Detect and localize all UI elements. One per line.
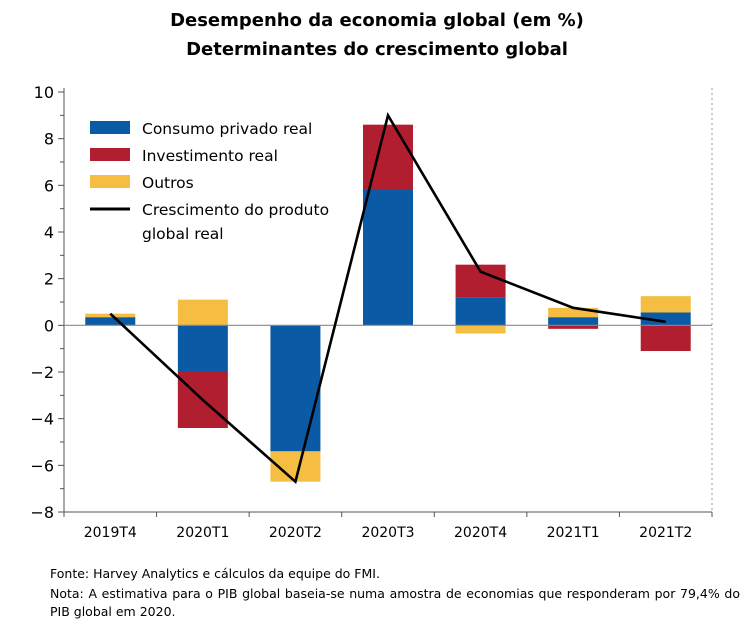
chart-title: Desempenho da economia global (em %): [170, 10, 584, 31]
legend-label: Crescimento do produto: [142, 201, 329, 219]
bar-segment: [548, 317, 599, 326]
y-tick-label: 10: [34, 83, 54, 102]
bar-segment: [640, 312, 691, 326]
x-tick-label: 2020T3: [361, 525, 414, 541]
bar-segment: [640, 325, 691, 351]
y-tick-label: −2: [30, 363, 54, 382]
bar-segment: [455, 297, 506, 326]
bar-segment: [270, 325, 321, 452]
legend-swatch: [90, 121, 130, 134]
bar-segment: [177, 325, 228, 372]
source-note: Fonte: Harvey Analytics e cálculos da eq…: [50, 566, 380, 581]
legend-label: Outros: [142, 174, 194, 192]
legend-swatch: [90, 175, 130, 188]
x-tick-label: 2021T2: [639, 525, 692, 541]
bar-segment: [455, 325, 506, 334]
chart-subtitle: Determinantes do crescimento global: [186, 39, 568, 60]
y-tick-label: 6: [44, 176, 54, 195]
y-tick-label: −4: [30, 410, 54, 429]
y-tick-label: 8: [44, 130, 54, 149]
bar-segment: [363, 190, 413, 326]
bar-segment: [548, 307, 599, 318]
x-tick-label: 2019T4: [84, 525, 137, 541]
footnote-note: Nota: A estimativa para o PIB global bas…: [50, 586, 740, 619]
chart-area: −8 −6 −4 −2 0 2 4 6 8 10 2019T4 2020T1 2020T2 2020T3 2…: [30, 83, 713, 541]
y-tick-label: 0: [44, 316, 54, 335]
bar-segment: [85, 317, 136, 326]
y-tick-label: −6: [30, 456, 54, 475]
bar-segment: [640, 296, 691, 313]
x-tick-label: 2021T1: [547, 525, 600, 541]
legend-label: Investimento real: [142, 147, 278, 165]
x-tick-label: 2020T4: [454, 525, 507, 541]
legend-label: global real: [142, 225, 224, 243]
legend-swatch: [90, 148, 130, 161]
legend-label: Consumo privado real: [142, 120, 312, 138]
x-tick-label: 2020T1: [176, 525, 229, 541]
y-tick-label: 2: [44, 270, 54, 289]
x-tick-label: 2020T2: [269, 525, 322, 541]
bar-segment: [177, 299, 228, 326]
y-tick-label: −8: [30, 503, 54, 522]
y-tick-label: 4: [44, 223, 54, 242]
bar-segment: [548, 325, 599, 329]
